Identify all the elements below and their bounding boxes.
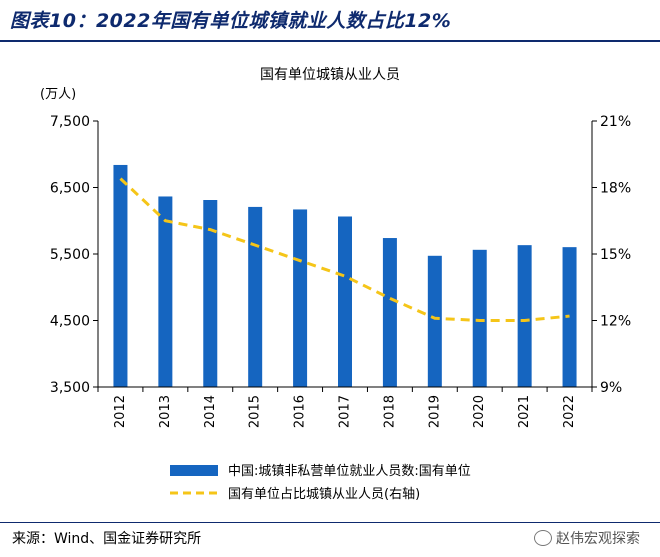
x-tick-label: 2019: [427, 395, 442, 428]
bar-2020: [472, 249, 487, 387]
chart-title: 国有单位城镇从业人员: [260, 67, 400, 83]
legend-bar-swatch: [170, 465, 218, 476]
y-right-tick-label: 12%: [600, 314, 631, 330]
bar-2016: [293, 209, 308, 387]
y-right-tick-label: 21%: [600, 114, 631, 130]
watermark-text: 赵伟宏观探索: [556, 531, 640, 547]
x-tick-label: 2020: [472, 395, 487, 428]
x-tick-label: 2016: [293, 395, 308, 428]
title-rule: [0, 40, 660, 42]
x-tick-label: 2013: [158, 395, 173, 428]
y-axis-unit: (万人): [40, 87, 76, 102]
bottom-rule: [0, 522, 660, 523]
bar-2015: [248, 206, 263, 387]
x-tick-label: 2015: [248, 395, 263, 428]
watermark: 赵伟宏观探索: [534, 528, 640, 548]
source-note: 来源：Wind、国金证券研究所: [12, 531, 202, 547]
x-tick-label: 2022: [562, 395, 577, 428]
figure-title: 图表10：2022年国有单位城镇就业人数占比12%: [10, 10, 452, 32]
x-tick-label: 2018: [382, 395, 397, 428]
y-left-tick-label: 5,500: [50, 247, 90, 263]
y-left-tick-label: 7,500: [50, 114, 90, 130]
x-tick-label: 2021: [517, 395, 532, 428]
y-left-tick-label: 4,500: [50, 314, 90, 330]
x-tick-label: 2014: [203, 395, 218, 428]
legend-bar-label: 中国:城镇非私营单位就业人员数:国有单位: [228, 464, 471, 479]
wechat-icon: [534, 530, 552, 546]
bar-2019: [427, 255, 442, 387]
chart: 国有单位城镇从业人员 (万人) 3,500 4,500 5,500 6,500 7,50…: [40, 67, 631, 502]
y-left-tick-label: 6,500: [50, 181, 90, 197]
bar-2012: [113, 164, 128, 387]
bar-2014: [203, 200, 218, 387]
y-right-tick-label: 9%: [600, 380, 622, 396]
x-tick-label: 2017: [338, 395, 353, 428]
bar-2018: [382, 238, 397, 387]
legend-line-label: 国有单位占比城镇从业人员(右轴): [228, 487, 420, 502]
bar-2013: [158, 196, 173, 387]
share-line: [119, 177, 570, 322]
legend: 中国:城镇非私营单位就业人员数:国有单位 国有单位占比城镇从业人员(右轴): [170, 464, 471, 502]
y-right-tick-label: 18%: [600, 181, 631, 197]
y-right-tick-label: 15%: [600, 247, 631, 263]
bar-2021: [517, 245, 532, 387]
bar-2017: [338, 216, 352, 387]
y-left-tick-label: 3,500: [50, 380, 90, 396]
x-tick-label: 2012: [113, 395, 128, 428]
